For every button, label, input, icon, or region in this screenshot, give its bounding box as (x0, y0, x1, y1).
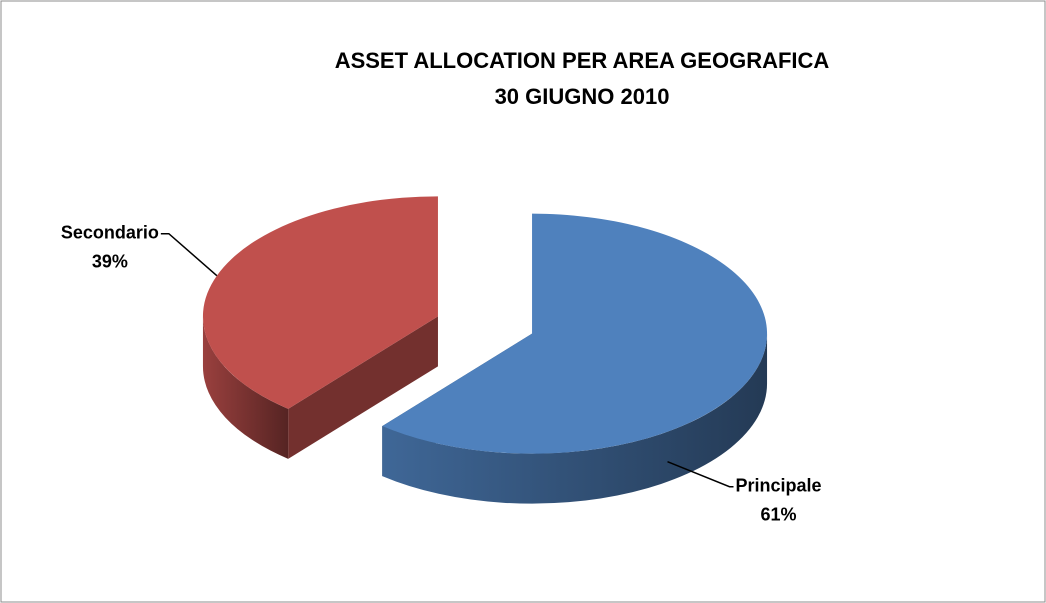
pie-slice (382, 213, 768, 504)
slice-top (202, 196, 438, 409)
slice-outer-wall (202, 316, 289, 459)
chart-title: ASSET ALLOCATION PER AREA GEOGRAFICA (335, 48, 830, 73)
data-label-name: Principale (736, 475, 822, 495)
data-label-name: Secondario (61, 222, 159, 242)
chart-subtitle: 30 GIUGNO 2010 (495, 84, 670, 109)
slice-cut-face (288, 316, 438, 459)
data-label-value: 61% (761, 504, 797, 524)
slice-top (382, 213, 768, 454)
leader-line (667, 461, 734, 488)
data-label-value: 39% (92, 251, 128, 271)
slice-outer-wall (382, 333, 768, 504)
pie-slice (202, 196, 438, 459)
leader-line (160, 232, 218, 277)
